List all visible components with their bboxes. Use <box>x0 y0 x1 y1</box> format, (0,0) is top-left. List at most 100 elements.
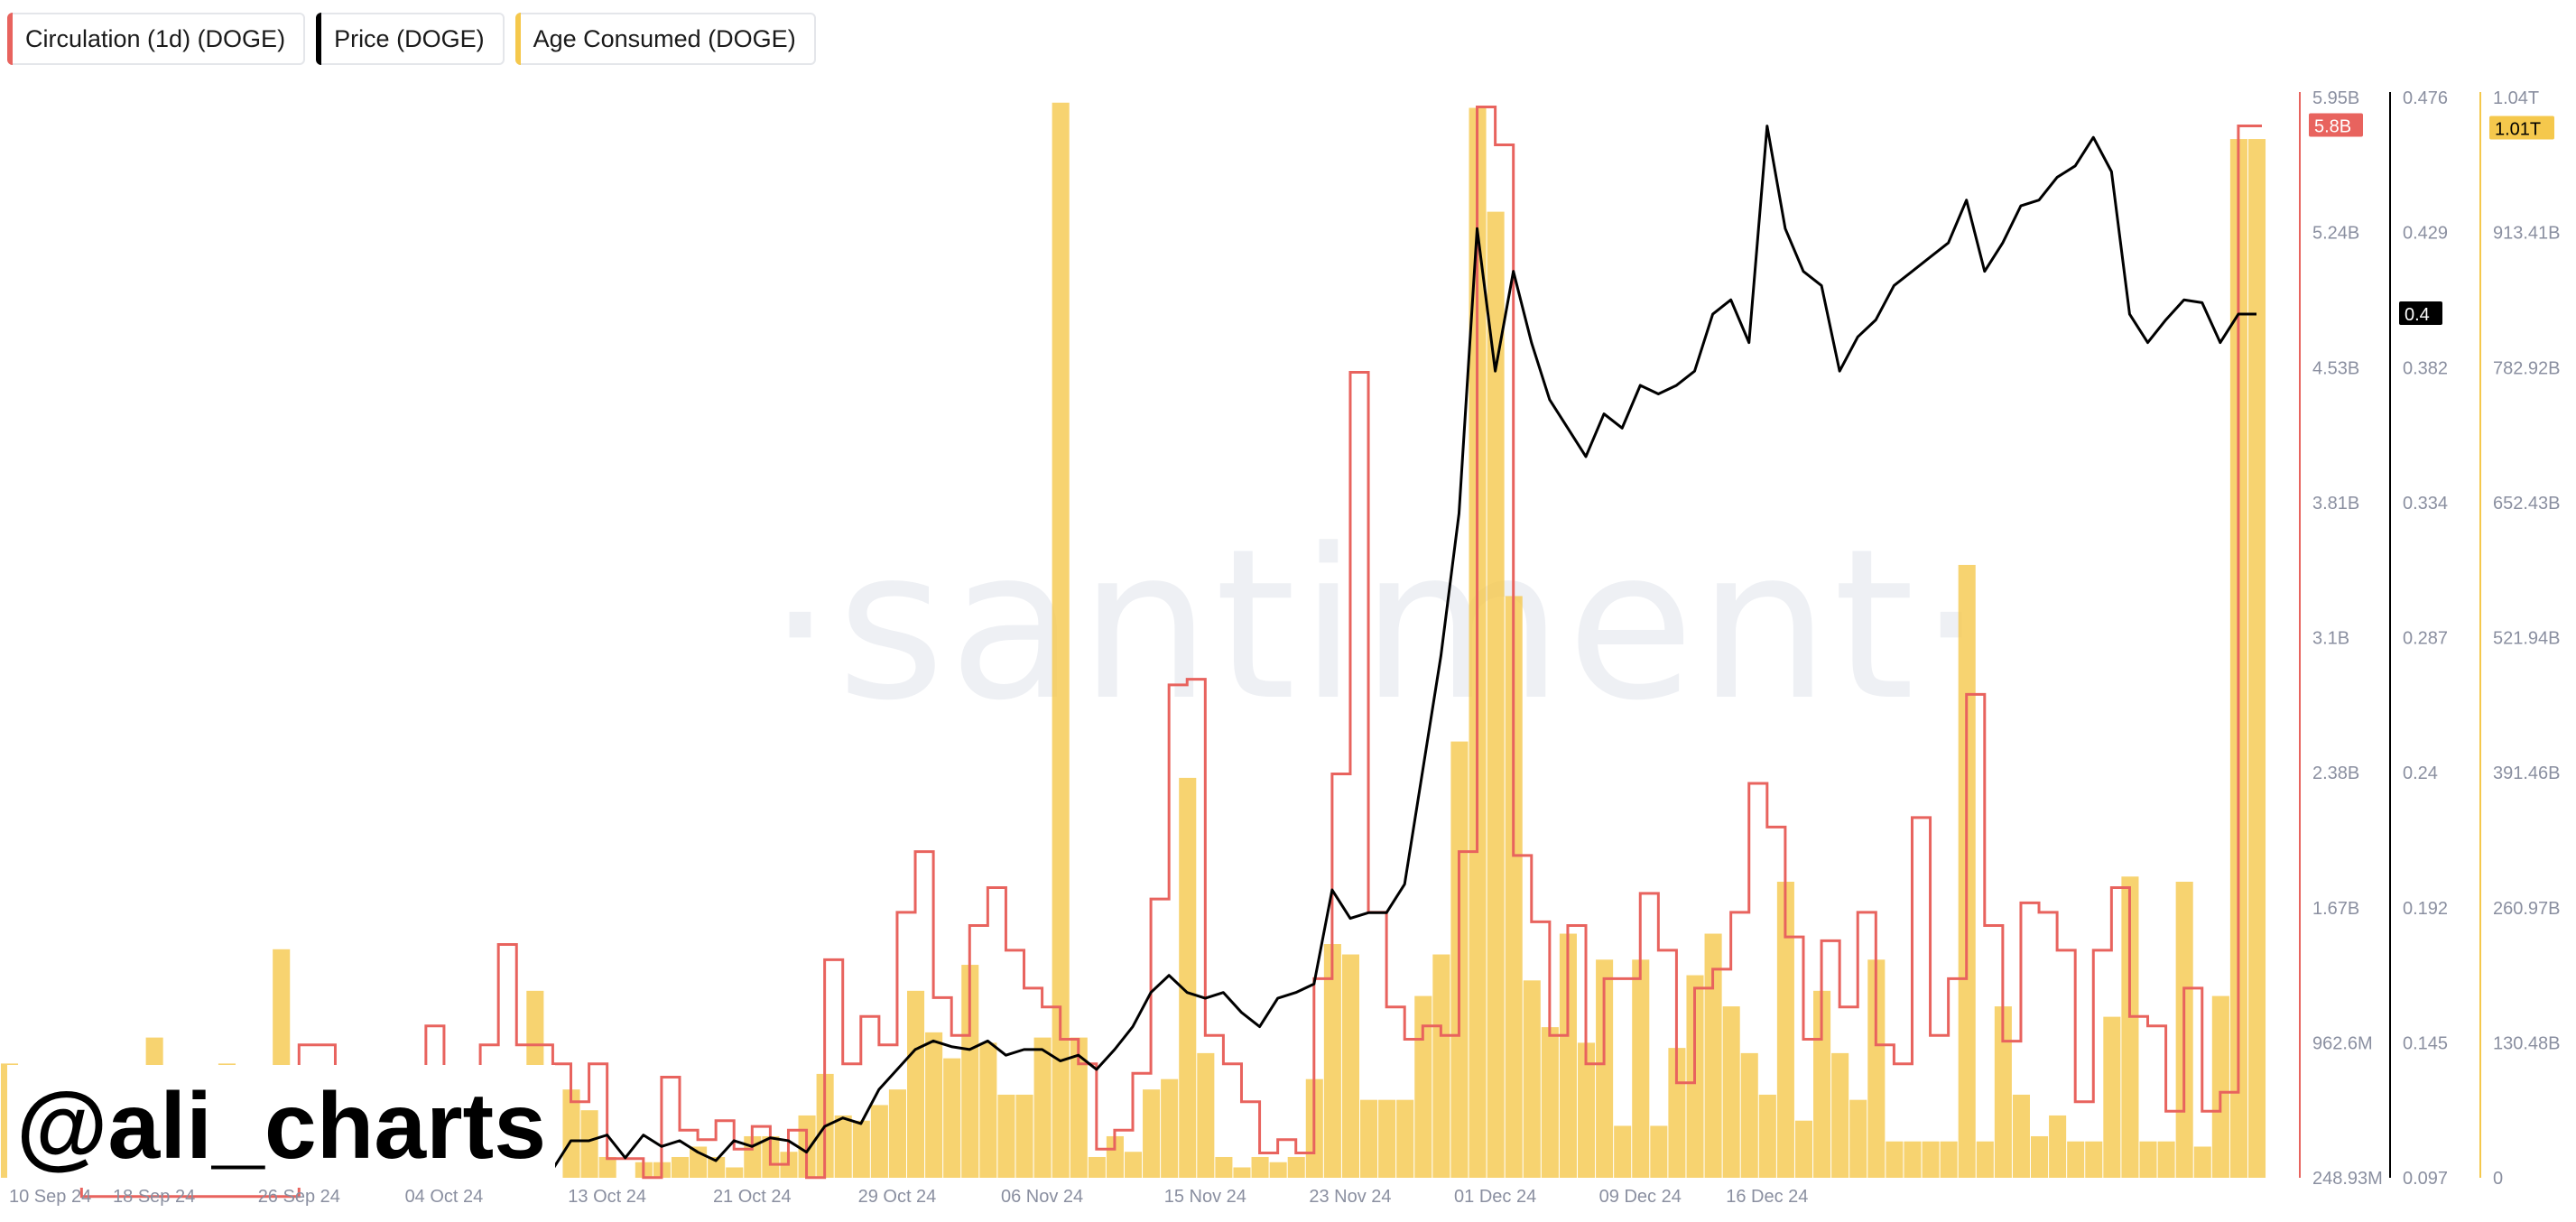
age-consumed-bar <box>1251 1156 1269 1178</box>
age-consumed-bar <box>852 1120 870 1178</box>
price-tick-label: 0.287 <box>2403 629 2448 649</box>
price-tick-label: 0.476 <box>2403 88 2448 108</box>
age-consumed-bar <box>708 1156 726 1178</box>
price-tick-label: 0.382 <box>2403 358 2448 378</box>
age-consumed-bar <box>598 1156 616 1178</box>
age-consumed-bars <box>0 102 2266 1179</box>
legend-item-age-consumed[interactable]: Age Consumed (DOGE) <box>514 13 816 65</box>
age-consumed-bar <box>2139 1141 2157 1178</box>
age-consumed-bar <box>1323 944 1341 1178</box>
age-consumed-bar <box>1070 1037 1088 1178</box>
circulation-tick-label: 2.38B <box>2312 764 2359 783</box>
age-consumed-bar <box>1813 990 1831 1178</box>
age-consumed-bar <box>1614 1125 1632 1178</box>
age-consumed-bar <box>1033 1037 1052 1178</box>
price-tick-label: 0.24 <box>2403 764 2438 783</box>
price-series <box>533 125 2256 1171</box>
age-consumed-bar <box>1179 777 1197 1178</box>
age-consumed-bar <box>1994 1006 2012 1178</box>
x-tick-label: 15 Nov 24 <box>1164 1187 1246 1207</box>
price-current-value-label: 0.4 <box>2405 305 2430 325</box>
circulation-tick-label: 4.53B <box>2312 358 2359 378</box>
legend-label-age-consumed: Age Consumed (DOGE) <box>533 24 796 52</box>
age-consumed-bar <box>1596 959 1614 1178</box>
age-consumed-bar <box>1378 1099 1396 1178</box>
age-consumed-bar <box>2121 876 2139 1178</box>
age-consumed-bar <box>1704 933 1722 1178</box>
age-consumed-bar <box>1197 1052 1215 1178</box>
x-tick-label: 23 Nov 24 <box>1309 1187 1391 1207</box>
price-tick-label: 0.334 <box>2403 494 2448 514</box>
age-consumed-bar <box>1161 1079 1179 1178</box>
age-consumed-bar <box>562 1089 580 1178</box>
age-consumed-bar <box>925 1032 943 1178</box>
age_consumed-tick-label: 391.46B <box>2493 764 2561 783</box>
age-consumed-bar <box>2103 1016 2121 1178</box>
age-consumed-bar <box>1215 1156 1233 1178</box>
age-consumed-bar <box>1577 1042 1596 1178</box>
circulation-series <box>9 105 2262 1199</box>
age-consumed-bar <box>1904 1141 1922 1178</box>
age-consumed-bar <box>888 1089 906 1178</box>
circulation-tick-label: 5.95B <box>2312 88 2359 108</box>
circulation-tick-label: 1.67B <box>2312 899 2359 919</box>
age_consumed-current-value-label: 1.01T <box>2495 120 2541 140</box>
age-consumed-bar <box>2193 1146 2211 1178</box>
age-consumed-bar <box>2157 1141 2175 1178</box>
circulation-tick-label: 248.93M <box>2312 1169 2383 1189</box>
age_consumed-tick-label: 130.48B <box>2493 1033 2561 1053</box>
circulation-current-value-label: 5.8B <box>2314 116 2351 136</box>
age-consumed-bar <box>1632 959 1650 1178</box>
x-tick-label: 13 Oct 24 <box>568 1187 646 1207</box>
age-consumed-bar <box>1052 102 1070 1179</box>
age-consumed-bar <box>1523 980 1541 1178</box>
age-consumed-bar <box>1106 1135 1124 1178</box>
age-consumed-bar <box>943 1058 961 1178</box>
x-axis: 10 Sep 24 18 Sep 24 26 Sep 24 04 Oct 24 13 O… <box>9 1187 1808 1207</box>
age_consumed-tick-label: 913.41B <box>2493 224 2561 244</box>
age-consumed-bar <box>997 1094 1015 1178</box>
age-consumed-bar <box>1015 1094 1033 1178</box>
price-line <box>533 125 2256 1171</box>
age_consumed-tick-label: 782.92B <box>2493 358 2561 378</box>
age-consumed-bar <box>1269 1162 1287 1178</box>
age-consumed-bar <box>1396 1099 1414 1178</box>
age-consumed-bar <box>1940 1141 1958 1178</box>
age-consumed-bar <box>1505 596 1523 1178</box>
legend-swatch-circulation <box>7 13 13 65</box>
age-consumed-bar <box>979 1042 997 1178</box>
age-consumed-bar <box>1758 1094 1776 1178</box>
age-consumed-bar <box>1414 995 1432 1178</box>
age-consumed-bar <box>1487 211 1505 1179</box>
circulation-tick-label: 962.6M <box>2312 1033 2373 1053</box>
legend-item-circulation[interactable]: Circulation (1d) (DOGE) <box>7 13 306 65</box>
age-consumed-bar <box>1740 1052 1758 1178</box>
age-consumed-bar <box>1776 881 1794 1178</box>
price-current-value-badge <box>2399 301 2442 326</box>
x-tick-label: 29 Oct 24 <box>858 1187 937 1207</box>
x-tick-label: 16 Dec 24 <box>1726 1187 1808 1207</box>
circulation-tick-label: 5.24B <box>2312 224 2359 244</box>
age-consumed-bar <box>2030 1135 2049 1178</box>
circulation-line <box>9 105 2262 1199</box>
x-tick-label: 04 Oct 24 <box>405 1187 484 1207</box>
age-consumed-bar <box>1831 1052 1849 1178</box>
age_consumed-tick-label: 0 <box>2493 1169 2503 1189</box>
age-consumed-bar <box>1124 1152 1143 1178</box>
age-consumed-bar <box>726 1167 744 1178</box>
age-consumed-bar <box>870 1105 888 1178</box>
age-consumed-bar <box>1088 1156 1106 1178</box>
age-consumed-bar <box>2012 1094 2030 1178</box>
age_consumed-tick-label: 1.04T <box>2493 88 2539 108</box>
legend-item-price[interactable]: Price (DOGE) <box>316 13 505 65</box>
age-consumed-bar <box>1976 1141 1994 1178</box>
chart-legend: Circulation (1d) (DOGE) Price (DOGE) Age… <box>7 13 816 65</box>
age-consumed-bar <box>1650 1125 1668 1178</box>
age_consumed-tick-label: 521.94B <box>2493 629 2561 649</box>
age-consumed-bar <box>1722 1006 1740 1178</box>
circulation-current-value-badge <box>2309 113 2363 137</box>
author-credit: @ali_charts <box>7 1065 556 1188</box>
x-tick-label: 26 Sep 24 <box>258 1187 340 1207</box>
x-tick-label: 01 Dec 24 <box>1454 1187 1536 1207</box>
age-consumed-bar <box>1233 1167 1251 1178</box>
